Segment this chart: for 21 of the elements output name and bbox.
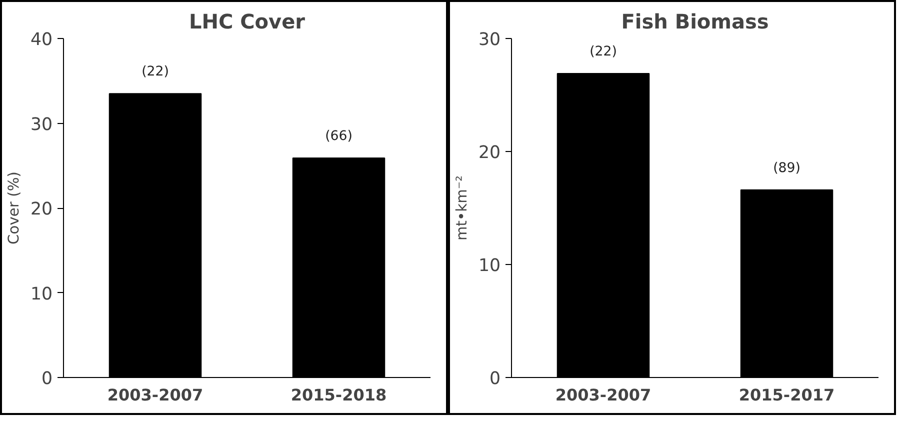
x-tick-label: 2003-2007 <box>555 386 652 404</box>
annotation: (89) <box>773 160 800 176</box>
chart-title: LHC Cover <box>188 10 306 34</box>
x-tick-label: 2015-2017 <box>738 386 835 404</box>
y-tick-label: 20 <box>478 143 501 163</box>
annotation: (22) <box>590 44 617 60</box>
annotation: (22) <box>142 64 169 80</box>
y-tick-label: 30 <box>30 114 53 135</box>
y-tick-label: 30 <box>478 30 501 50</box>
annotation: (66) <box>325 128 352 144</box>
y-tick-label: 0 <box>41 369 53 389</box>
y-tick-label: 0 <box>489 369 501 389</box>
y-tick-label: 10 <box>30 284 53 304</box>
y-tick-label: 40 <box>30 30 53 50</box>
chart-title: Fish Biomass <box>621 10 769 34</box>
y-tick-label: 20 <box>30 200 53 220</box>
y-axis-title: Cover (%) <box>5 172 22 244</box>
y-axis-title: mt•km⁻² <box>453 175 470 241</box>
y-tick-label: 10 <box>478 256 501 276</box>
x-tick-label: 2003-2007 <box>107 386 204 404</box>
x-tick-label: 2015-2018 <box>290 386 387 404</box>
